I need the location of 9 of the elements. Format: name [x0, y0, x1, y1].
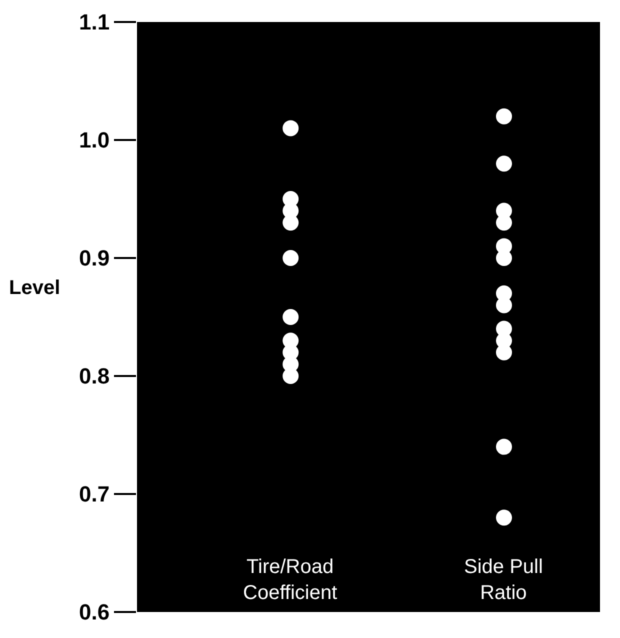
y-tick-label: 0.9: [79, 246, 110, 271]
y-tick-label: 0.6: [79, 600, 110, 625]
y-axis-title: Level: [9, 277, 60, 299]
y-tick-label: 0.7: [79, 482, 110, 507]
y-tick-label: 1.0: [79, 128, 110, 153]
x-tick-label: Side Pull Ratio: [464, 556, 543, 604]
x-tick-label: Tire/Road Coefficient: [243, 556, 338, 604]
y-tick-label: 1.1: [79, 10, 110, 35]
y-tick-label: 0.8: [79, 364, 110, 389]
